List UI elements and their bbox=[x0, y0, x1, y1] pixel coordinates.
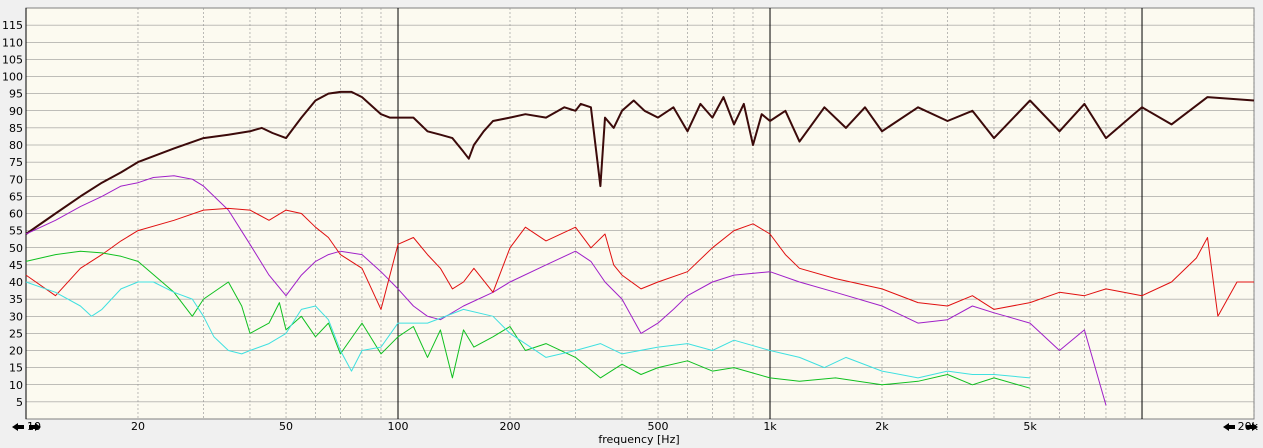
series-line-2 bbox=[25, 175, 1107, 406]
y-tick-label: 35 bbox=[9, 293, 23, 306]
x-tick-label: 200 bbox=[499, 420, 520, 433]
x-tick-label: 500 bbox=[648, 420, 669, 433]
x-tick-label: 1k bbox=[763, 420, 777, 433]
y-tick-label: 20 bbox=[9, 345, 23, 358]
y-tick-label: 75 bbox=[9, 156, 23, 169]
y-tick-label: 25 bbox=[9, 327, 23, 340]
y-tick-label: 115 bbox=[2, 19, 23, 32]
series-line-3 bbox=[25, 207, 1254, 317]
x-tick-label: 5k bbox=[1023, 420, 1037, 433]
scroll-left-button-left[interactable] bbox=[12, 423, 24, 431]
scroll-right-button-right[interactable] bbox=[1246, 423, 1258, 431]
scroll-right-button-left[interactable] bbox=[29, 423, 41, 431]
y-tick-label: 65 bbox=[9, 190, 23, 203]
y-tick-label: 95 bbox=[9, 88, 23, 101]
x-tick-label: 50 bbox=[279, 420, 293, 433]
series-line-4 bbox=[25, 250, 1031, 389]
y-tick-label: 10 bbox=[9, 379, 23, 392]
y-tick-label: 45 bbox=[9, 259, 23, 272]
y-tick-label: 30 bbox=[9, 310, 23, 323]
series-line-5 bbox=[25, 281, 1031, 379]
y-tick-label: 55 bbox=[9, 225, 23, 238]
y-tick-label: 90 bbox=[9, 105, 23, 118]
y-tick-label: 60 bbox=[9, 208, 23, 221]
x-tick-label: 20 bbox=[131, 420, 145, 433]
y-tick-label: 80 bbox=[9, 139, 23, 152]
series-layer bbox=[25, 90, 1255, 406]
y-tick-label: 110 bbox=[2, 36, 23, 49]
y-tick-label: 100 bbox=[2, 71, 23, 84]
x-tick-label: 100 bbox=[388, 420, 409, 433]
y-tick-label: 85 bbox=[9, 122, 23, 135]
scroll-left-button-right[interactable] bbox=[1223, 423, 1235, 431]
major-grid bbox=[25, 8, 1143, 419]
y-tick-label: 70 bbox=[9, 173, 23, 186]
y-tick-label: 15 bbox=[9, 362, 23, 375]
y-tick-label: 5 bbox=[16, 396, 23, 409]
y-tick-label: 40 bbox=[9, 276, 23, 289]
series-line-1 bbox=[25, 90, 1255, 235]
y-tick-labels: 5 10 15 20 25 30 35 40 45 50 55 60 65 70 75 80 85 90 95 100… bbox=[2, 19, 23, 409]
y-tick-label: 50 bbox=[9, 242, 23, 255]
x-axis-label: frequency [Hz] bbox=[598, 433, 679, 446]
y-tick-label: 105 bbox=[2, 53, 23, 66]
minor-grid bbox=[26, 8, 1255, 419]
x-tick-label: 2k bbox=[875, 420, 889, 433]
